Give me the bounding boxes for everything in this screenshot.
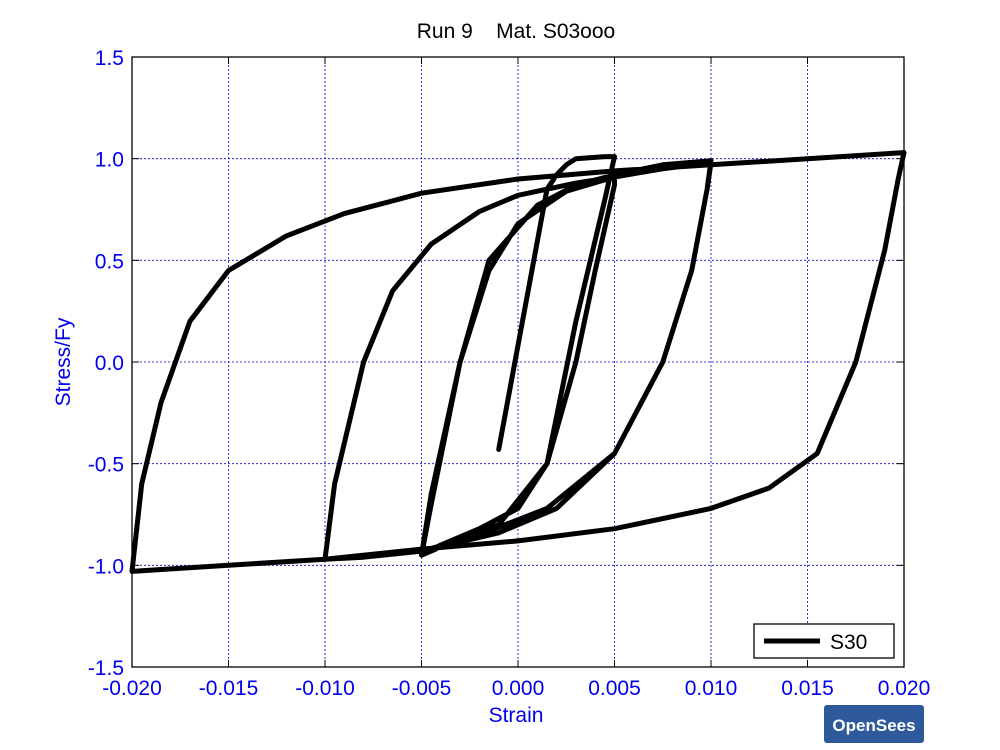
y-tick-label: -1.5 xyxy=(88,657,124,680)
x-tick-label: 0.010 xyxy=(685,677,738,700)
x-tick-labels: -0.020 -0.015 -0.010 -0.005 0.000 0.005 0.010 0… xyxy=(102,677,930,700)
x-axis-label: Strain xyxy=(489,704,544,727)
x-tick-label: 0.005 xyxy=(588,677,641,700)
y-tick-label: 0.5 xyxy=(95,250,124,273)
x-tick-label: -0.005 xyxy=(392,677,452,700)
y-tick-labels: -1.5 -1.0 -0.5 0.0 0.5 1.0 1.5 xyxy=(88,47,124,680)
curve-layer xyxy=(129,150,907,574)
series-line-s30 xyxy=(129,150,907,574)
plot-frame xyxy=(131,56,905,668)
x-tick-label: -0.015 xyxy=(199,677,259,700)
x-tick-label: -0.020 xyxy=(102,677,162,700)
x-tick-label: 0.020 xyxy=(878,677,931,700)
grid-lines xyxy=(131,56,905,668)
y-tick-label: 1.0 xyxy=(95,149,124,172)
x-tick-label: 0.015 xyxy=(781,677,834,700)
logo-text: OpenSees xyxy=(832,716,915,735)
logo-background xyxy=(824,705,924,743)
chart-title: Run 9 Mat. S03ooo xyxy=(417,20,615,43)
x-tick-label: -0.010 xyxy=(295,677,355,700)
y-axis-label: Stress/Fy xyxy=(52,317,75,406)
x-tick-label: 0.000 xyxy=(492,677,545,700)
y-tick-label: -0.5 xyxy=(88,454,124,477)
y-tick-label: -1.0 xyxy=(88,555,124,578)
y-tick-label: 0.0 xyxy=(95,352,124,375)
legend: S30 xyxy=(753,623,895,659)
opensees-logo: OpenSees xyxy=(824,705,924,743)
y-tick-label: 1.5 xyxy=(95,47,124,70)
legend-label: S30 xyxy=(830,631,867,654)
